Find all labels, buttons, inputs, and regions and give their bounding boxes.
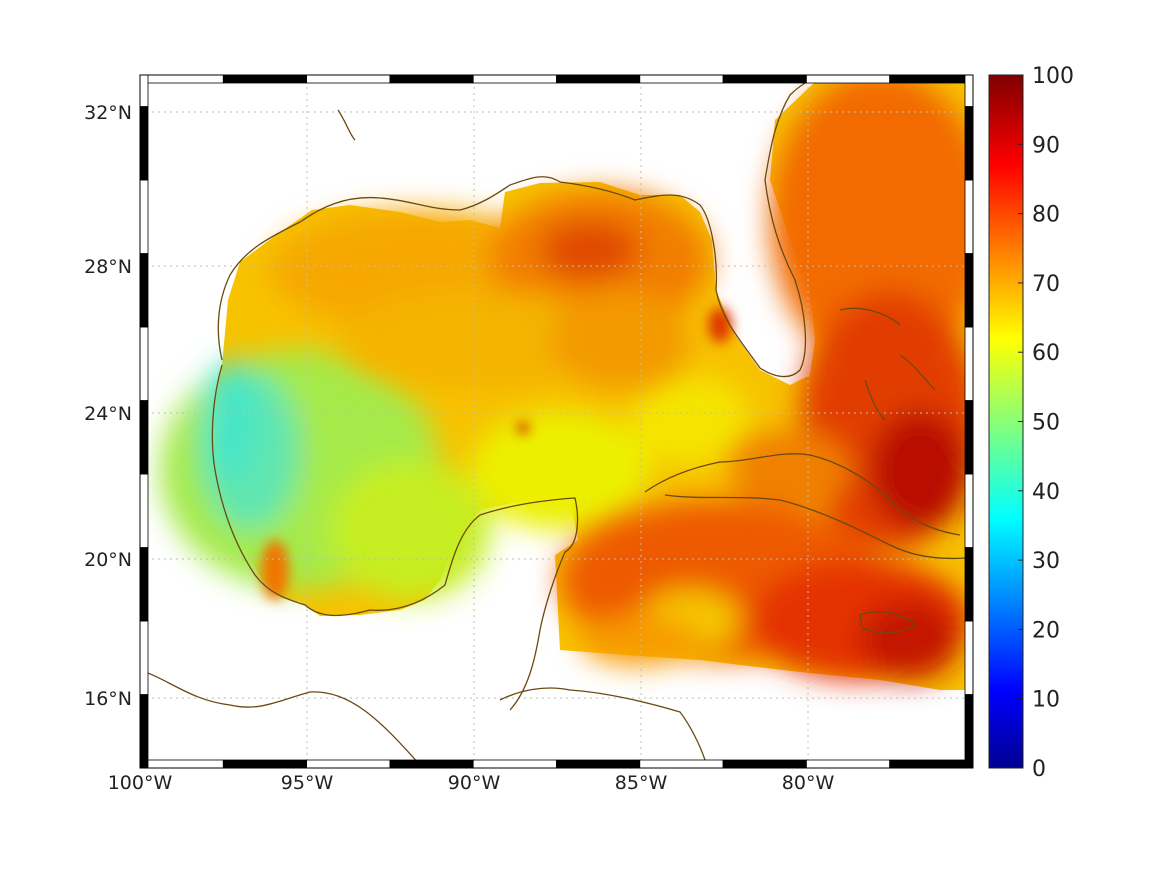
grid-lines bbox=[140, 75, 973, 768]
y-tick-label: 28°N bbox=[84, 256, 132, 278]
frame-segment bbox=[806, 74, 891, 84]
frame-segment bbox=[139, 106, 149, 181]
frame-segment bbox=[964, 74, 974, 107]
frame-segment bbox=[139, 473, 149, 548]
colorbar-tick-label: 100 bbox=[1032, 64, 1074, 89]
frame-segment bbox=[139, 326, 149, 401]
colorbar-tick-label: 50 bbox=[1032, 411, 1060, 436]
frame-segment bbox=[222, 74, 308, 84]
frame-segment bbox=[964, 400, 974, 475]
frame-segment bbox=[139, 253, 149, 328]
x-tick-label: 90°W bbox=[448, 772, 501, 794]
frame-segment bbox=[139, 694, 149, 769]
frame-segment bbox=[639, 74, 724, 84]
frame-segment bbox=[722, 759, 807, 769]
colorbar-tick-label: 20 bbox=[1032, 618, 1060, 643]
frame-segment bbox=[722, 74, 807, 84]
x-tick-label: 95°W bbox=[281, 772, 334, 794]
frame-segment bbox=[389, 759, 474, 769]
frame-segment bbox=[389, 74, 474, 84]
frame-segment bbox=[964, 620, 974, 695]
frame-segment bbox=[964, 106, 974, 181]
frame-segment bbox=[964, 326, 974, 401]
frame-segment bbox=[306, 74, 391, 84]
frame-segment bbox=[964, 473, 974, 548]
frame-segment bbox=[472, 74, 557, 84]
frame-segment bbox=[139, 400, 149, 475]
frame-segment bbox=[964, 694, 974, 769]
x-tick-label: 80°W bbox=[782, 772, 835, 794]
frame-segment bbox=[964, 547, 974, 622]
frame-segment bbox=[964, 253, 974, 328]
colorbar-tick-label: 0 bbox=[1032, 757, 1046, 782]
coastlines bbox=[140, 75, 966, 766]
colorbar-tick-label: 70 bbox=[1032, 272, 1060, 297]
data-field bbox=[160, 75, 973, 690]
frame-segment bbox=[964, 179, 974, 254]
frame-segment bbox=[639, 759, 724, 769]
frame-segment bbox=[889, 74, 974, 84]
colorbar-gradient bbox=[988, 74, 1024, 769]
colorbar-tick-label: 30 bbox=[1032, 549, 1060, 574]
frame-segment bbox=[806, 759, 891, 769]
colorbar-tick-label: 10 bbox=[1032, 688, 1060, 713]
frame-segment bbox=[139, 179, 149, 254]
frame-segment bbox=[139, 547, 149, 622]
colorbar-tick-label: 80 bbox=[1032, 203, 1060, 228]
axis-labels: 100°W 95°W 90°W 85°W 80°W 32°N 28°N 24°N… bbox=[84, 102, 834, 794]
colorbar-tick-label: 90 bbox=[1032, 133, 1060, 158]
frame-segment bbox=[306, 759, 391, 769]
frame-segment bbox=[889, 759, 974, 769]
frame-segment bbox=[139, 620, 149, 695]
colorbar-tick-label: 40 bbox=[1032, 480, 1060, 505]
frame-segment bbox=[139, 74, 224, 84]
frame-segment bbox=[556, 759, 641, 769]
y-tick-label: 32°N bbox=[84, 102, 132, 124]
frame-segment bbox=[222, 759, 308, 769]
frame-segment bbox=[472, 759, 557, 769]
y-tick-label: 16°N bbox=[84, 688, 132, 710]
map-frame bbox=[139, 74, 974, 769]
frame-border bbox=[139, 74, 974, 769]
frame-segment bbox=[556, 74, 641, 84]
y-tick-label: 24°N bbox=[84, 403, 132, 425]
x-tick-label: 85°W bbox=[615, 772, 668, 794]
colorbar-tick-label: 60 bbox=[1032, 341, 1060, 366]
y-tick-label: 20°N bbox=[84, 549, 132, 571]
x-tick-label: 100°W bbox=[108, 772, 173, 794]
frame-segment bbox=[139, 74, 149, 107]
frame-segment bbox=[139, 759, 224, 769]
